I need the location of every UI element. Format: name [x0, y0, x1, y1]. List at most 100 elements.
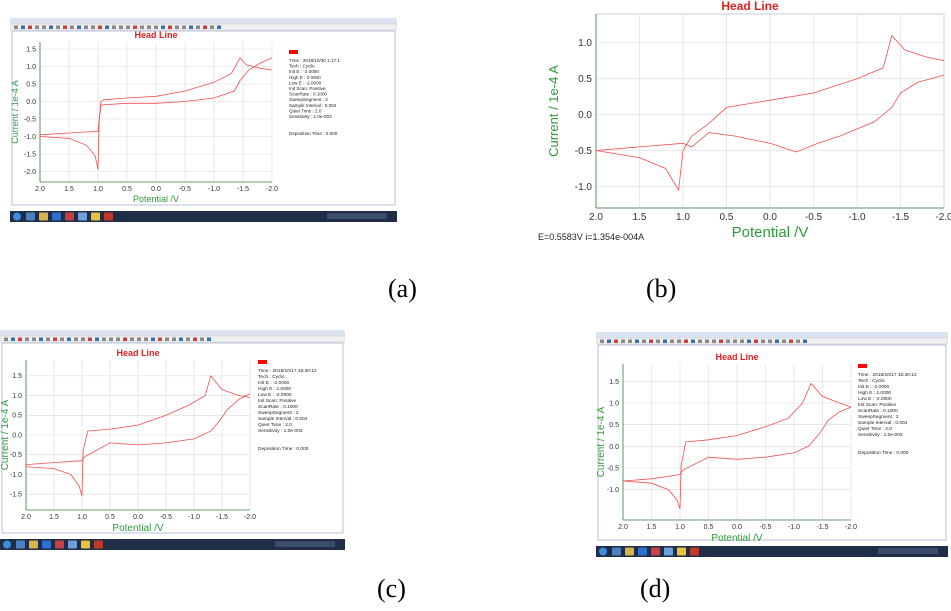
- taskbar-app-icon: [81, 540, 90, 549]
- toolbar-icon: [172, 337, 176, 341]
- legend-marker: [289, 50, 298, 54]
- toolbar-icon: [116, 337, 120, 341]
- toolbar-icon: [84, 25, 88, 29]
- y-tick-label: -0.5: [24, 116, 36, 123]
- x-tick-label: -0.5: [179, 186, 191, 193]
- y-tick-label: 0.5: [609, 422, 619, 429]
- x-tick-label: 1.5: [64, 186, 74, 193]
- info-line: Time : 2018/10/30 1:17:1: [289, 58, 340, 63]
- y-tick-label: 0.0: [26, 99, 36, 106]
- toolbar-icon: [186, 337, 190, 341]
- cv-series-1: [39, 57, 273, 170]
- x-tick-label: 2.0: [35, 186, 45, 193]
- x-tick-label: 0.0: [151, 186, 161, 193]
- toolbar-icon: [63, 25, 67, 29]
- toolbar-icon: [761, 339, 765, 343]
- taskbar-app-icon: [52, 212, 61, 221]
- taskbar-app-icon: [16, 540, 25, 549]
- toolbar-icon: [81, 337, 85, 341]
- cv-series-1: [25, 374, 251, 497]
- info-line: Time : 2018/10/17 16:30:12: [258, 368, 317, 374]
- toolbar-icon: [789, 339, 793, 343]
- toolbar-icon: [109, 337, 113, 341]
- screenshot-d: 2.0 1.5 1.0 0.5 0.0 -0.5 -1.0 -1.5 -2.0 1.5 1.0 0.5…: [596, 332, 948, 557]
- toolbar-icon: [684, 339, 688, 343]
- toolbar-icon: [147, 25, 151, 29]
- toolbar-icon: [670, 339, 674, 343]
- y-tick-label: 1.0: [12, 393, 22, 400]
- x-tick-label: -2.0: [266, 186, 278, 193]
- y-tick-label: -1.0: [24, 134, 36, 141]
- toolbar-icon: [768, 339, 772, 343]
- info-line: Quiet Time : 2.0: [289, 108, 322, 113]
- toolbar-icon: [74, 337, 78, 341]
- chart-title: Head Line: [116, 348, 159, 358]
- toolbar-icon: [600, 339, 604, 343]
- system-tray: [327, 213, 387, 219]
- toolbar-icon: [165, 337, 169, 341]
- taskbar: [10, 211, 397, 222]
- toolbar-icon: [203, 25, 207, 29]
- cv-window-d: 2.0 1.5 1.0 0.5 0.0 -0.5 -1.0 -1.5 -2.0 1.5 1.0 0.5…: [596, 332, 948, 557]
- toolbar-icon: [193, 337, 197, 341]
- y-tick-label: 0.0: [578, 110, 592, 121]
- toolbar-icon: [677, 339, 681, 343]
- info-line: Tech : Cyclic: [289, 64, 315, 69]
- info-line: SweepSegment : 2: [858, 414, 899, 420]
- toolbar-icon: [144, 337, 148, 341]
- toolbar-icon: [719, 339, 723, 343]
- info-line: High E : 2.0000: [258, 386, 291, 392]
- toolbar-icon: [691, 339, 695, 343]
- info-line: Sample Interval : 0.004: [258, 416, 308, 422]
- x-tick-label: 0.5: [704, 524, 714, 531]
- window-background: [536, 0, 951, 243]
- taskbar-app-icon: [94, 540, 103, 549]
- x-tick-label: -2.0: [845, 524, 857, 531]
- toolbar-icon: [151, 337, 155, 341]
- start-button-icon: [599, 547, 607, 556]
- toolbar-icon: [102, 337, 106, 341]
- y-tick-label: -1.0: [607, 487, 619, 494]
- x-axis-label: Potential /V: [112, 523, 163, 534]
- taskbar-app-icon: [55, 540, 64, 549]
- chart-title: Head Line: [134, 30, 177, 40]
- x-tick-label: 1.0: [676, 212, 690, 223]
- x-tick-label: -1.5: [216, 514, 228, 521]
- info-line: Low E : -2.0000: [258, 392, 292, 398]
- y-tick-label: 1.5: [12, 373, 22, 380]
- toolbar-icon: [28, 25, 32, 29]
- x-tick-label: -1.0: [848, 212, 866, 223]
- y-tick-label: -1.0: [575, 182, 593, 193]
- y-tick-label: 0.0: [609, 444, 619, 451]
- x-tick-label: -1.0: [188, 514, 200, 521]
- toolbar-icon: [754, 339, 758, 343]
- taskbar: [596, 546, 948, 557]
- toolbar-icon: [189, 25, 193, 29]
- caption-a: (a): [388, 274, 417, 303]
- cv-series-2: [39, 57, 273, 136]
- screenshot-a: 2.0 1.5 1.0 0.5 0.0 -0.5 -1.0 -1.5 -2.0 1.5 1.0 0.5…: [10, 18, 397, 222]
- x-tick-label: -1.0: [788, 524, 800, 531]
- x-tick-label: -2.0: [935, 212, 951, 223]
- toolbar-icon: [95, 337, 99, 341]
- toolbar-icon: [39, 337, 43, 341]
- toolbar-icon: [77, 25, 81, 29]
- toolbar-icon: [137, 337, 141, 341]
- toolbar-icon: [91, 25, 95, 29]
- x-axis-label: Potential /V: [732, 224, 809, 241]
- toolbar-icon: [196, 25, 200, 29]
- info-line: Tech : Cyclic: [258, 374, 286, 380]
- info-line: High E : 2.0000: [289, 75, 321, 80]
- toolbar-icon: [200, 337, 204, 341]
- toolbar-icon: [642, 339, 646, 343]
- info-line: Init Scan: Positive: [289, 86, 326, 91]
- cv-series-2: [595, 74, 945, 153]
- toolbar-icon: [49, 25, 53, 29]
- taskbar-app-icon: [78, 212, 87, 221]
- start-button-icon: [3, 540, 11, 549]
- toolbar-icon: [663, 339, 667, 343]
- taskbar: [0, 539, 345, 550]
- x-tick-label: 1.0: [77, 514, 87, 521]
- toolbar-icon: [53, 337, 57, 341]
- info-line: Sample Interval : 0.004: [858, 420, 908, 426]
